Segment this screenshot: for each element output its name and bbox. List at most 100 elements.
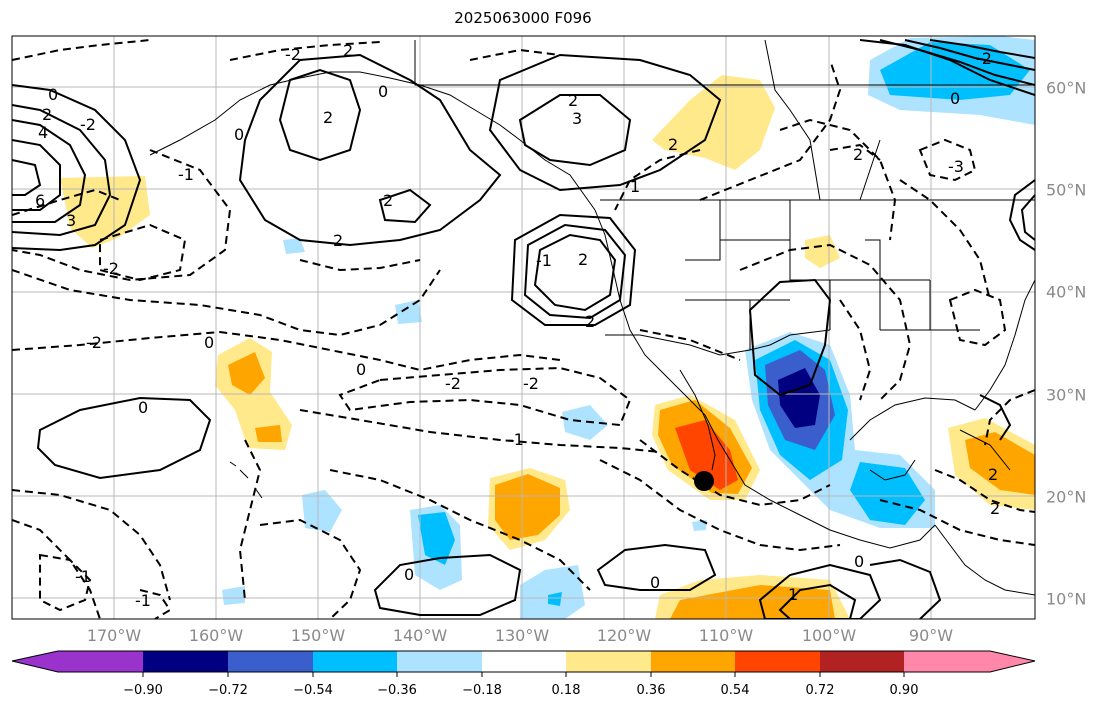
negative-area (395, 300, 422, 324)
negative-area (222, 586, 245, 605)
colorbar-cell (735, 651, 820, 672)
map-title: 2025063000 F096 (454, 9, 592, 27)
colorbar-outline (11, 650, 1036, 673)
latitude-label: 10°N (1046, 589, 1087, 609)
negative-area (283, 238, 305, 254)
positive-area (805, 235, 840, 268)
contour-label: 0 (356, 360, 366, 379)
contour-label: 0 (48, 85, 58, 104)
contour-label: -2 (445, 374, 461, 393)
contour-label: 2 (333, 231, 343, 250)
contour-label-group: 0 2 -2 4 6 3 -2 2 0 2 2 -2 2 3 -1 0 2 2 … (35, 41, 1000, 610)
contour-label: 2 (578, 250, 588, 269)
contour-label: -1 (536, 251, 552, 270)
colorbar-cell (58, 651, 143, 672)
negative-area (562, 405, 608, 440)
contour-label: -2 (80, 115, 96, 134)
contour-label: -1 (135, 591, 151, 610)
longitude-label: 170°W (86, 626, 142, 645)
positive-area (255, 425, 282, 442)
contour-label: 1 (630, 177, 640, 196)
contour-label: -2 (976, 49, 992, 68)
colorbar-high-extend (990, 651, 1035, 672)
colorbar-tick-label: 0.36 (636, 683, 666, 698)
contour-label: 0 (854, 552, 864, 571)
positive-area (652, 75, 775, 170)
colorbar-cell (651, 651, 735, 672)
longitude-label: 90°W (908, 626, 954, 645)
latitude-label: 40°N (1046, 282, 1087, 302)
negative-area (302, 490, 342, 532)
negative-area (418, 512, 455, 565)
contour-lines (12, 39, 1035, 619)
latitude-label: 30°N (1046, 385, 1087, 405)
colorbar-tick-label: −0.72 (208, 683, 248, 698)
coastlines (149, 39, 1035, 596)
contour-label: -2 (285, 45, 301, 64)
contour-label: 2 (668, 135, 678, 154)
longitude-label: 160°W (188, 626, 244, 645)
latitude-label: 20°N (1046, 487, 1087, 507)
contour-label: 0 (138, 398, 148, 417)
colorbar-tick-label: 0.90 (889, 683, 919, 698)
colorbar-cell (313, 651, 397, 672)
positive-area (670, 585, 835, 619)
contour-label: 2 (568, 91, 578, 110)
contour-label: -2 (523, 374, 539, 393)
contour-label: 2 (42, 105, 52, 124)
contour-label: 0 (204, 333, 214, 352)
contour-label: 0 (234, 125, 244, 144)
contour-label: 1 (788, 585, 798, 604)
contour-label: 2 (343, 41, 353, 60)
negative-area (520, 565, 585, 619)
longitude-label: 140°W (392, 626, 448, 645)
contour-label: -1 (178, 165, 194, 184)
colorbar-tick-label: 0.54 (720, 683, 750, 698)
contour-label: 2 (585, 312, 595, 331)
negative-area (548, 592, 562, 606)
contour-label: 2 (990, 499, 1000, 518)
storm-center-marker (694, 471, 714, 491)
negative-area (850, 462, 925, 525)
longitude-label: 120°W (596, 626, 652, 645)
contour-label: -1 (75, 567, 91, 586)
contour-label: 3 (572, 109, 582, 128)
colorbar-low-extend (12, 651, 58, 672)
contour-label: 2 (323, 108, 333, 127)
contour-label: 0 (378, 82, 388, 101)
contour-label: 6 (35, 191, 45, 210)
graticule (12, 36, 1035, 619)
colorbar (11, 650, 1036, 677)
contour-label: 4 (38, 123, 48, 142)
longitude-label: 150°W (290, 626, 346, 645)
colorbar-cell (228, 651, 313, 672)
colorbar-tick-label: −0.36 (377, 683, 417, 698)
positive-area (675, 420, 738, 490)
colorbar-cell (143, 651, 228, 672)
contour-label: 2 (853, 145, 863, 164)
colorbar-tick-label: 0.72 (805, 683, 835, 698)
contour-label: 0 (950, 89, 960, 108)
colorbar-tick-label: −0.18 (462, 683, 502, 698)
longitude-label: 130°W (494, 626, 550, 645)
colorbar-cell (820, 651, 904, 672)
colorbar-tick-label: −0.54 (293, 683, 333, 698)
longitude-label: 110°W (698, 626, 754, 645)
contour-label: 2 (988, 465, 998, 484)
colorbar-cell (566, 651, 651, 672)
positive-area (495, 474, 560, 540)
contour-label: -1 (508, 430, 524, 449)
contour-label: 0 (650, 573, 660, 592)
colorbar-cell (397, 651, 482, 672)
contour-label: 2 (383, 191, 393, 210)
contour-label: 0 (404, 565, 414, 584)
latitude-label: 50°N (1046, 180, 1087, 200)
colorbar-cell (904, 651, 990, 672)
positive-area (228, 352, 265, 395)
colorbar-tick-label: 0.18 (551, 683, 581, 698)
contour-label: -3 (948, 157, 964, 176)
contour-label: -2 (86, 333, 102, 352)
contour-lines-dashed (12, 39, 1035, 619)
colorbar-cell (482, 651, 566, 672)
